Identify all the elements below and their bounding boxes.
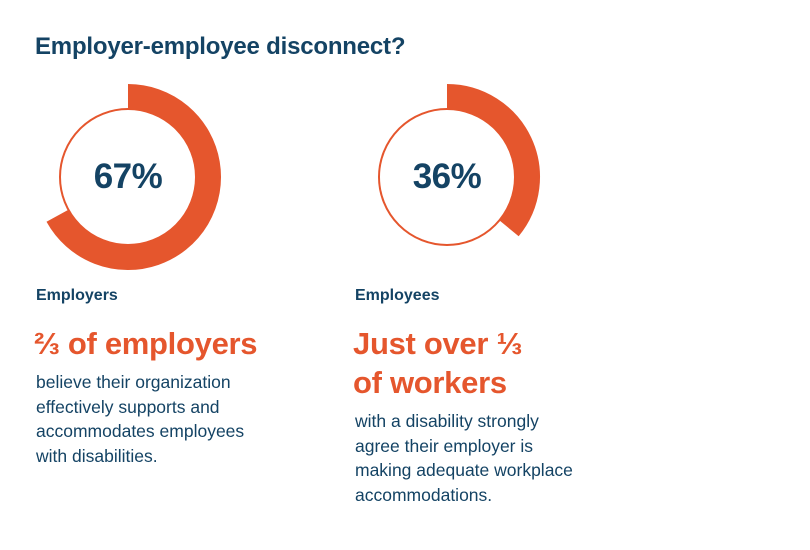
employees-column: 36% Employees Just over ⅓ of workers wit… [352, 82, 657, 507]
headline-line: Just over ⅓ [353, 326, 523, 361]
body-line: accommodations. [355, 484, 493, 505]
chart-label-employees: Employees [355, 287, 440, 304]
body-line: with disabilities. [36, 445, 158, 466]
body-line: believe their organization [36, 372, 231, 392]
body-line: accommodates employees [36, 421, 245, 441]
body-line: with a disability strongly [355, 411, 539, 431]
body-line: making adequate workplace [355, 460, 573, 480]
headline-line: of workers [353, 365, 507, 400]
page-title: Employer-employee disconnect? [35, 33, 406, 60]
employers-column: 67% Employers ⅔ of employers believe the… [33, 82, 338, 468]
donut-arc-67-percent [46, 84, 221, 270]
chart-label-employers: Employers [36, 287, 118, 304]
donut-track-circle [378, 108, 516, 246]
body-line: agree their employer is [355, 435, 533, 456]
donut-track-circle [59, 108, 197, 246]
employees-body-text: with a disability strongly agree their e… [355, 409, 657, 507]
donut-chart-employees: 36% [378, 84, 540, 246]
donut-arc-36-percent [446, 84, 540, 237]
donut-percent-label: 36% [413, 157, 482, 196]
employers-body-text: believe their organization effectively s… [36, 370, 338, 468]
headline-line: ⅔ of employers [34, 326, 258, 361]
body-line: effectively supports and [36, 396, 220, 417]
donut-chart-employers: 67% [46, 84, 221, 270]
employees-headline: Just over ⅓ of workers [353, 324, 657, 402]
employers-headline: ⅔ of employers [34, 324, 338, 363]
donut-percent-label: 67% [94, 157, 163, 196]
